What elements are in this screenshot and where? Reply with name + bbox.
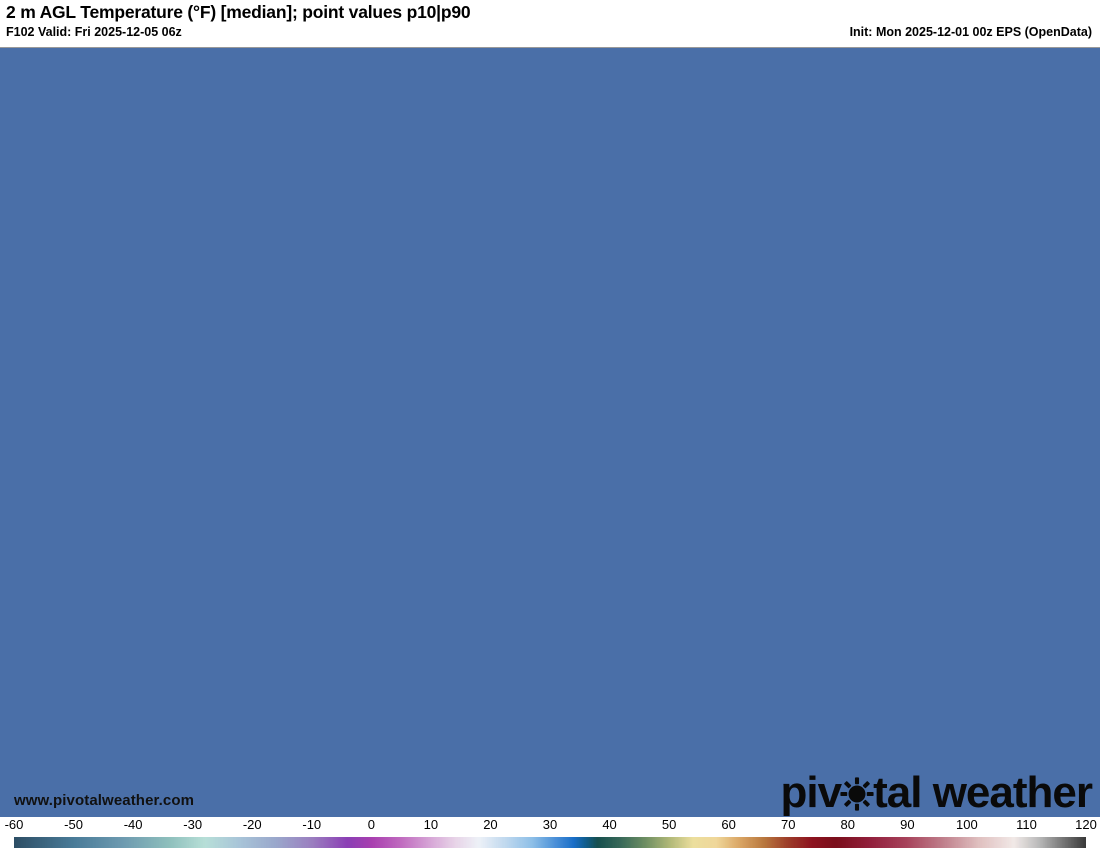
colorbar-tick: 10 — [423, 817, 439, 832]
colorbar-gradient — [14, 837, 1086, 848]
gear-sun-icon — [840, 775, 874, 811]
brand-text-last: tal weather — [873, 768, 1093, 817]
colorbar-tick: 30 — [542, 817, 558, 832]
brand-text-first: piv — [780, 768, 843, 817]
colorbar-tick: -30 — [183, 817, 203, 832]
colorbar-tick: 100 — [956, 817, 978, 832]
colorbar-tick: 20 — [483, 817, 498, 832]
colorbar-tick: -50 — [64, 817, 83, 832]
page-title: 2 m AGL Temperature (°F) [median]; point… — [6, 2, 471, 22]
colorbar-tick: -10 — [302, 817, 322, 832]
colorbar-tick: 40 — [602, 817, 617, 832]
site-url-watermark: www.pivotalweather.com — [14, 792, 195, 809]
colorbar-tick: 50 — [661, 817, 677, 832]
colorbar-tick-labels: -60 -50 -40 -30 -20 -10 0 10 20 30 40 50 60 70 80 90 100… — [0, 817, 1100, 835]
colorbar-legend[interactable]: -60 -50 -40 -30 -20 -10 0 10 20 30 40 50 60 70 80 90 100… — [0, 817, 1100, 850]
map-boundaries-overlay — [0, 48, 1100, 817]
colorbar-tick: 60 — [721, 817, 736, 832]
map-panel[interactable]: www.pivotalweather.com piv — [0, 47, 1100, 817]
header: 2 m AGL Temperature (°F) [median]; point… — [0, 0, 1100, 47]
colorbar-tick: -40 — [123, 817, 143, 832]
colorbar-tick: -20 — [242, 817, 262, 832]
colorbar-tick: 120 — [1075, 817, 1097, 832]
colorbar-tick: 90 — [900, 817, 915, 832]
temperature-field-canvas — [0, 48, 1100, 817]
colorbar-tick: 80 — [840, 817, 855, 832]
colorbar-tick: -60 — [4, 817, 24, 832]
init-time-label: Init: Mon 2025-12-01 00z EPS (OpenData) — [849, 25, 1092, 39]
colorbar-tick: 70 — [780, 817, 796, 832]
colorbar-tick: 0 — [367, 817, 375, 832]
valid-time-label: F102 Valid: Fri 2025-12-05 06z — [6, 25, 182, 39]
brand-watermark: piv — [780, 768, 1093, 817]
colorbar-tick: 110 — [1016, 817, 1037, 832]
